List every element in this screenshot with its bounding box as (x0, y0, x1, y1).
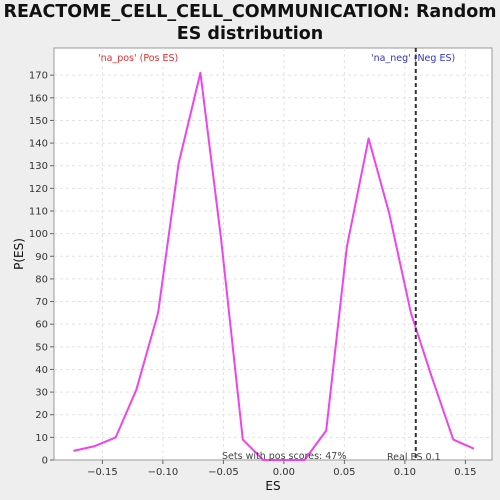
y-tick-label: 20 (35, 410, 48, 421)
y-tick-label: 140 (29, 139, 48, 150)
y-tick-label: 0 (42, 456, 48, 467)
real-es-value-label: Real ES 0.1 (387, 452, 441, 463)
y-tick-label: 110 (29, 206, 48, 217)
y-tick-label: 170 (29, 71, 48, 82)
y-tick-label: 70 (35, 297, 48, 308)
plot-area (54, 48, 492, 460)
y-tick-label: 80 (35, 274, 48, 285)
y-tick-label: 160 (29, 93, 48, 104)
y-tick-label: 60 (35, 320, 48, 331)
y-axis-ticks: 0 10 20 30 40 50 60 70 80 90 100 110 120 130 140 150 160… (29, 71, 54, 467)
y-tick-label: 50 (35, 342, 48, 353)
neg-es-label: 'na_neg' (Neg ES) (371, 53, 455, 64)
pos-es-label: 'na_pos' (Pos ES) (98, 53, 178, 64)
x-axis-title: ES (265, 479, 280, 493)
y-tick-label: 100 (29, 229, 48, 240)
x-tick-label: 0.00 (273, 467, 295, 478)
y-tick-label: 40 (35, 365, 48, 376)
y-axis-title: P(ES) (12, 238, 26, 270)
y-tick-label: 10 (35, 433, 48, 444)
pos-scores-note: Sets with pos scores: 47% (222, 451, 346, 462)
y-tick-label: 150 (29, 116, 48, 127)
y-tick-label: 130 (29, 161, 48, 172)
y-tick-label: 90 (35, 252, 48, 263)
x-tick-label: 0.15 (454, 467, 476, 478)
x-tick-label: −0.15 (87, 467, 118, 478)
y-tick-label: 120 (29, 184, 48, 195)
y-tick-label: 30 (35, 388, 48, 399)
x-tick-label: 0.10 (394, 467, 416, 478)
x-tick-label: 0.05 (333, 467, 355, 478)
x-tick-label: −0.05 (208, 467, 239, 478)
x-tick-label: −0.10 (148, 467, 179, 478)
